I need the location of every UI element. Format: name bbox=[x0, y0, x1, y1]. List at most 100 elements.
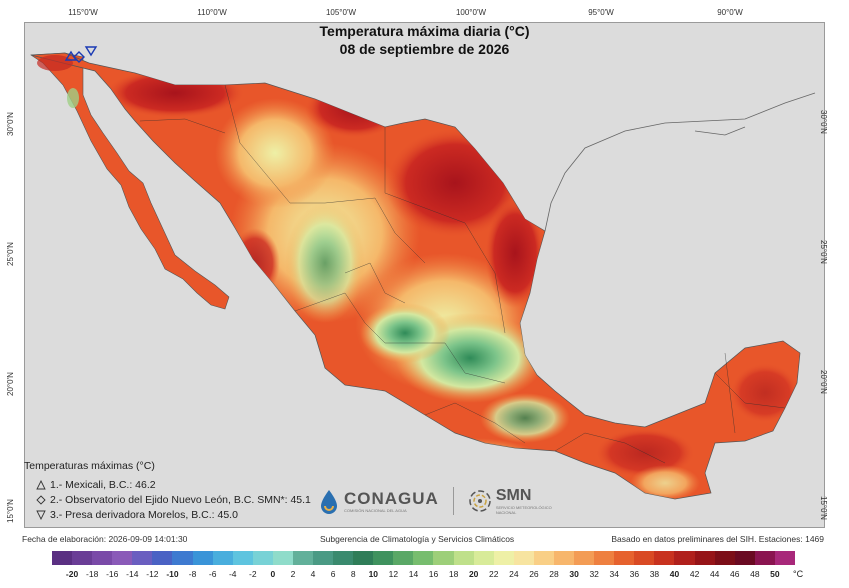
logo-divider bbox=[452, 487, 454, 515]
colorbar-tick-label: 10 bbox=[368, 569, 379, 579]
colorbar-segment bbox=[252, 551, 273, 565]
elaboration-date: Fecha de elaboración: 2026-09-09 14:01:3… bbox=[22, 534, 188, 544]
colorbar-unit: °C bbox=[793, 569, 804, 579]
colorbar-tick-label: 2 bbox=[290, 569, 296, 579]
colorbar-segment bbox=[112, 551, 133, 565]
colorbar-segment bbox=[654, 551, 675, 565]
colorbar-segment bbox=[373, 551, 394, 565]
producer-credit: Subgerencia de Climatología y Servicios … bbox=[320, 534, 515, 544]
lat-label-25-right: 25°0'N bbox=[819, 240, 828, 264]
legend-item: 2.- Observatorio del Ejido Nuevo León, B… bbox=[36, 492, 311, 507]
colorbar-tick-label: 34 bbox=[609, 569, 619, 579]
colorbar-segment bbox=[453, 551, 474, 565]
station-3-inverted-triangle-marker bbox=[84, 46, 98, 57]
colorbar-segment bbox=[393, 551, 414, 565]
colorbar-tick-label: 0 bbox=[270, 569, 276, 579]
colorbar-segment bbox=[694, 551, 715, 565]
lat-label-20-left: 20°0'N bbox=[6, 372, 15, 396]
colorbar-segment bbox=[92, 551, 113, 565]
colorbar-segment bbox=[473, 551, 494, 565]
station-1-triangle-marker bbox=[64, 50, 78, 61]
colorbar-segment bbox=[553, 551, 575, 565]
colorbar-segment bbox=[574, 551, 595, 565]
triangle-up-icon bbox=[36, 479, 46, 489]
baja-hot-cell bbox=[37, 55, 73, 71]
baja-california-peninsula bbox=[30, 52, 230, 310]
conagua-wordmark: CONAGUA bbox=[344, 488, 439, 508]
colorbar-tick-label: 38 bbox=[649, 569, 660, 579]
colorbar-segment bbox=[313, 551, 334, 565]
colorbar-tick-label: -2 bbox=[249, 569, 257, 579]
spiral-icon bbox=[469, 490, 491, 512]
colorbar-segment bbox=[192, 551, 213, 565]
colorbar-tick-label: -4 bbox=[228, 569, 237, 579]
lon-label-110: 110°0'W bbox=[197, 8, 227, 17]
triangle-down-icon bbox=[36, 510, 46, 520]
smn-logo: SMN SERVICIO METEOROLÓGICO NACIONAL bbox=[468, 486, 556, 515]
lon-label-95: 95°0'W bbox=[588, 8, 614, 17]
map-title-block: Temperatura máxima diaria (°C) 08 de sep… bbox=[0, 22, 849, 58]
colorbar-tick-label: -10 bbox=[166, 569, 179, 579]
legend-title: Temperaturas máximas (°C) bbox=[24, 460, 155, 472]
smn-subtitle: SERVICIO METEOROLÓGICO NACIONAL bbox=[495, 504, 552, 515]
data-source-note: Basado en datos preliminares del SIH. Es… bbox=[611, 534, 824, 544]
legend-item: 1.- Mexicali, B.C.: 46.2 bbox=[36, 477, 311, 492]
colorbar-tick-label: 42 bbox=[689, 569, 700, 579]
colorbar-tick-labels: -20 -18 -16 -14 -12 -10 -8 -6 -4 -2 0 2 4 6 8 10 12 14 16 1… bbox=[52, 569, 795, 581]
legend-item-text: 2.- Observatorio del Ejido Nuevo León, B… bbox=[50, 493, 311, 506]
colorbar-tick-label: 46 bbox=[730, 569, 740, 579]
institution-logos: CONAGUA COMISIÓN NACIONAL DEL AGUA SMN S… bbox=[318, 487, 556, 515]
colorbar-tick-label: 48 bbox=[750, 569, 760, 579]
colorbar-tick-label: 44 bbox=[709, 569, 720, 579]
colorbar-tick-label: 16 bbox=[428, 569, 439, 579]
colorbar-segment bbox=[353, 551, 374, 565]
colorbar-segment bbox=[333, 551, 354, 565]
colorbar-segment bbox=[212, 551, 233, 565]
colorbar-segment bbox=[533, 551, 554, 565]
lon-label-115: 115°0'W bbox=[68, 8, 98, 17]
map-title: Temperatura máxima diaria (°C) bbox=[319, 23, 530, 39]
colorbar-tick-label: 32 bbox=[589, 569, 599, 579]
colorbar-segment bbox=[172, 551, 193, 565]
colorbar-tick-label: 22 bbox=[489, 569, 499, 579]
colorbar-segment bbox=[433, 551, 454, 565]
colorbar-segment bbox=[513, 551, 534, 565]
colorbar-segment bbox=[413, 551, 434, 565]
colorbar-tick-label: 20 bbox=[468, 569, 479, 579]
colorbar-segment bbox=[754, 551, 775, 565]
colorbar-segment bbox=[634, 551, 655, 565]
colorbar-segment bbox=[232, 551, 253, 565]
colorbar-tick-label: 18 bbox=[448, 569, 459, 579]
baja-cool-cell bbox=[67, 88, 79, 108]
colorbar-segment bbox=[272, 551, 293, 565]
colorbar-tick-label: -12 bbox=[146, 569, 159, 579]
lat-label-15-left: 15°0'N bbox=[6, 499, 15, 523]
colorbar-tick-label: 12 bbox=[388, 569, 399, 579]
map-date: 08 de septiembre de 2026 bbox=[339, 41, 510, 57]
diamond-icon bbox=[36, 494, 46, 505]
colorbar-segment bbox=[292, 551, 314, 565]
state-boundaries bbox=[139, 84, 786, 464]
water-drop-icon bbox=[321, 490, 337, 514]
colorbar-segment bbox=[132, 551, 153, 565]
colorbar-tick-label: 8 bbox=[350, 569, 356, 579]
temperature-map bbox=[30, 46, 816, 500]
smn-wordmark: SMN bbox=[495, 486, 532, 504]
colorbar-tick-label: 26 bbox=[529, 569, 539, 579]
lon-label-90: 90°0'W bbox=[717, 8, 743, 17]
lat-label-20-right: 20°0'N bbox=[819, 370, 828, 394]
map-panel bbox=[24, 22, 825, 528]
legend-item-text: 1.- Mexicali, B.C.: 46.2 bbox=[50, 478, 156, 491]
colorbar-tick-label: 36 bbox=[629, 569, 640, 579]
colorbar-segment bbox=[72, 551, 93, 565]
lon-label-105: 105°0'W bbox=[325, 8, 357, 17]
station-markers bbox=[64, 46, 98, 63]
colorbar-segment bbox=[714, 551, 735, 565]
colorbar-tick-label: -20 bbox=[65, 569, 79, 579]
colorbar-tick-label: 4 bbox=[310, 569, 316, 579]
lon-label-100: 100°0'W bbox=[455, 8, 487, 17]
us-coastline bbox=[544, 92, 816, 232]
colorbar-segment bbox=[152, 551, 173, 565]
colorbar-tick-label: 50 bbox=[770, 569, 780, 579]
